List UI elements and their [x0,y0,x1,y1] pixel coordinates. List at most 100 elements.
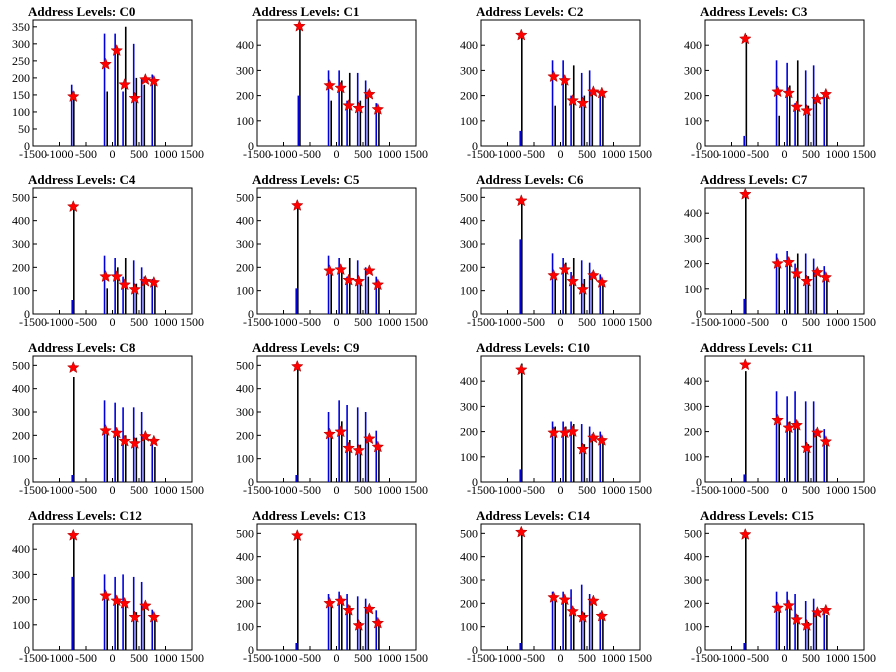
y-tick-label: 400 [12,382,30,396]
peak-marker [362,602,376,615]
peak-marker [558,593,572,606]
plot-area: 0 100 200 300 400 -1500-1000 -500 0 500 1000 1500 [684,187,876,329]
plot-frame [704,355,865,483]
peak-marker [782,86,796,99]
plot-area: 0 100 200 300 400 500 -1500-1000 -500 0 500 1000 15… [460,523,652,665]
x-tick-label: 500 [578,315,596,329]
peak-marker [118,278,132,291]
y-tick-label: 100 [684,450,702,464]
y-tick-label: 0 [696,139,702,153]
x-tick-label: -1000 [494,315,522,329]
plot-frame [256,523,417,651]
peak-marker [547,426,560,439]
x-tick-label: -500 [747,651,769,665]
peak-marker [110,426,124,439]
chart-title: Address Levels: C0 [28,4,136,19]
chart-panel: Address Levels: C3 0 100 200 300 400 -1500 -100… [672,0,896,168]
peak-marker [771,256,784,270]
x-tick-label: 500 [354,315,372,329]
x-tick-label: 1000 [378,147,402,161]
y-tick-label: 200 [684,257,702,271]
peak-marker [147,434,161,447]
x-tick-label: 0 [334,651,340,665]
peak-marker [118,78,132,91]
x-tick-label: -1500 [467,483,495,497]
plot-frame [704,523,865,651]
x-tick-label: 1000 [602,651,626,665]
plot-area: 0 100 200 300 400 500 -1500-1000 -500 0 500 1000 15… [236,187,428,329]
y-tick-label: 0 [24,643,30,657]
peak-marker [782,255,796,268]
x-tick-label: 1500 [852,651,876,665]
peak-marker [790,266,804,280]
peak-marker [771,85,784,98]
peak-marker [576,96,590,109]
chart-panel: Address Levels: C5 0 100 200 300 400 500 -1500-… [224,168,448,336]
plot-area: 0 100 200 300 400 500 -1500-1000 -500 0 500 1000 15… [12,187,204,329]
y-tick-label: 0 [472,139,478,153]
peak-marker [323,264,336,277]
y-tick-label: 200 [12,593,30,607]
x-tick-label: 0 [334,147,340,161]
chart-panel: Address Levels: C11 0 100 200 300 400 -1500 -10… [672,336,896,504]
x-tick-label: 0 [558,651,564,665]
plot-frame [32,523,193,651]
y-tick-label: 0 [248,139,254,153]
plot-frame [256,187,417,315]
peak-marker [66,360,80,374]
y-tick-label: 500 [236,190,254,204]
y-tick-label: 100 [684,282,702,296]
y-tick-label: 500 [236,358,254,372]
x-tick-label: 1000 [154,315,178,329]
chart-title: Address Levels: C3 [700,4,808,19]
x-tick-label: -1500 [691,147,719,161]
plot-frame [704,187,865,315]
peak-marker [99,589,112,602]
x-tick-label: -1000 [270,651,298,665]
x-tick-label: 0 [558,315,564,329]
y-tick-label: 100 [12,284,30,298]
x-tick-label: 1000 [378,651,402,665]
x-tick-label: -500 [75,147,97,161]
y-tick-label: 0 [248,643,254,657]
y-tick-label: 100 [236,114,254,128]
x-tick-label: 1500 [180,147,204,161]
peak-marker [514,525,528,538]
x-tick-label: 0 [782,483,788,497]
x-tick-label: 500 [130,147,148,161]
x-tick-label: -1000 [270,315,298,329]
peak-marker [342,273,356,286]
y-tick-label: 400 [12,542,30,556]
peak-marker [595,86,609,99]
plot-frame [32,187,193,315]
peak-marker [147,275,161,288]
peak-marker [371,102,385,115]
chart-panel: Address Levels: C12 0 100 200 300 400 -1500 -10… [0,504,224,672]
chart-title: Address Levels: C4 [28,172,136,187]
peak-marker [138,274,152,287]
x-tick-label: 0 [110,483,116,497]
y-tick-label: 500 [460,190,478,204]
chart-title: Address Levels: C11 [700,340,814,355]
x-tick-label: 500 [578,147,596,161]
peak-marker [790,100,804,113]
peak-marker [738,32,752,45]
x-tick-label: -1500 [691,315,719,329]
peak-marker [738,527,752,540]
x-tick-label: 1000 [826,651,850,665]
peak-marker [514,194,528,207]
y-tick-label: 0 [696,307,702,321]
chart-panel: Address Levels: C10 0 100 200 300 400 -1500 -10… [448,336,672,504]
x-tick-label: 500 [130,483,148,497]
plot-frame [256,355,417,483]
chart-title: Address Levels: C6 [476,172,584,187]
x-tick-label: -1000 [46,651,74,665]
peak-marker [566,604,580,617]
peak-marker [586,594,600,607]
plot-area: 0 100 200 300 400 -1500-1000 -500 0 500 1000 1500 [460,355,652,497]
peak-marker [342,603,356,616]
x-tick-label: 0 [334,315,340,329]
peak-marker [323,427,336,440]
x-tick-label: -500 [747,483,769,497]
chart-panel: Address Levels: C1 0 100 200 300 400 -1500 -100… [224,0,448,168]
